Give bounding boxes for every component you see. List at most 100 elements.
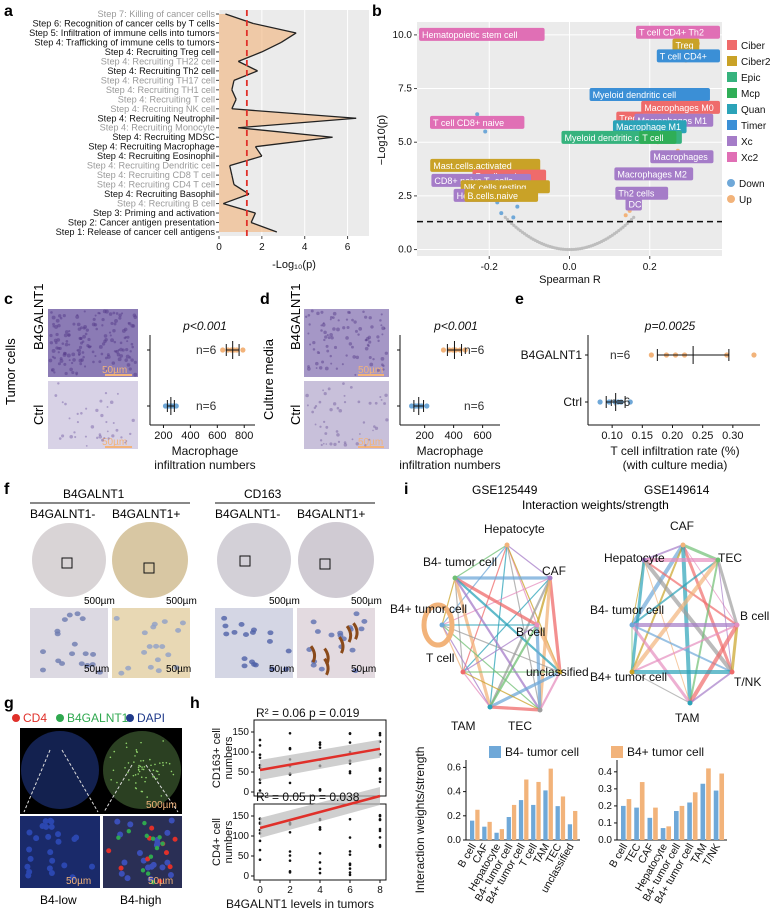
b-label-text: B.cells.naive bbox=[467, 191, 518, 201]
g-dapi-nucleus bbox=[121, 859, 128, 866]
h-point bbox=[288, 731, 292, 735]
c-ctrl-speck bbox=[64, 402, 67, 406]
g-dapi-nucleus bbox=[150, 861, 157, 868]
f-nucleus bbox=[118, 670, 125, 676]
dot-p-value: p<0.001 bbox=[182, 319, 227, 333]
h-point bbox=[348, 836, 352, 839]
i-net2-edge bbox=[643, 559, 738, 626]
a-category-label: Step 4: Recruiting Basophil bbox=[104, 189, 215, 199]
c-stain-speck bbox=[130, 323, 135, 328]
b-label-text: Th2 cells bbox=[618, 189, 655, 199]
c-stain-speck bbox=[76, 314, 79, 317]
g-dapi-nucleus bbox=[136, 850, 143, 857]
c-ctrl-stain-image bbox=[48, 381, 138, 449]
dot-n-label: n=6 bbox=[464, 399, 485, 413]
c-stain-speck bbox=[126, 340, 129, 343]
b-label-text: T cell CD8+ naive bbox=[433, 118, 504, 128]
i-net1-edge bbox=[506, 544, 541, 711]
g-dapi-nucleus bbox=[49, 857, 56, 864]
c-stain-speck bbox=[91, 350, 95, 354]
i-bar-y-tick-label: 0.3 bbox=[598, 784, 612, 795]
i-net2-node bbox=[715, 557, 721, 563]
g-overview-speck bbox=[162, 740, 164, 742]
d-stain-speck bbox=[380, 324, 383, 327]
f-nucleus bbox=[310, 619, 317, 625]
d-row-label: Culture media bbox=[261, 338, 276, 420]
f-scale-500-2: 500µm bbox=[166, 596, 197, 607]
b-legend-swatch bbox=[727, 120, 737, 130]
dot-point bbox=[648, 352, 654, 358]
dot-point bbox=[408, 403, 415, 409]
f-zoom-image-4 bbox=[297, 608, 375, 678]
f-nucleus bbox=[165, 652, 172, 658]
panel-label-h: h bbox=[190, 695, 200, 712]
f-nucleus bbox=[221, 615, 228, 621]
g-overview-speck bbox=[137, 766, 140, 769]
c-ctrl-speck bbox=[104, 391, 108, 395]
c-stain-speck bbox=[71, 370, 75, 375]
d-ctrl-speck bbox=[373, 425, 376, 428]
i-net2-edge bbox=[730, 624, 739, 673]
f-left-pos-label: B4GALNT1+ bbox=[112, 507, 180, 521]
g-overview-speck bbox=[152, 769, 155, 772]
b-label-text: NK.cells.resting bbox=[464, 182, 527, 192]
i-net2-edge bbox=[631, 624, 738, 673]
g-dapi-nucleus bbox=[26, 829, 33, 836]
h-fit-line bbox=[259, 794, 381, 830]
i-net1-edge bbox=[441, 624, 541, 711]
a-category-label: Step 4: Recruiting NK cell bbox=[110, 104, 215, 114]
a-category-label: Step 4: Recruiting Macrophage bbox=[88, 142, 215, 152]
d-stain-speck bbox=[321, 323, 326, 327]
b-nonsig-point bbox=[510, 221, 514, 226]
d-stain-speck bbox=[324, 335, 328, 339]
c-stain-speck bbox=[130, 342, 134, 346]
g-b4-cell bbox=[150, 836, 156, 841]
i-net1-edge bbox=[489, 670, 561, 709]
c-stain-speck bbox=[85, 328, 89, 332]
i-bar-b4neg bbox=[518, 800, 524, 840]
h-point bbox=[348, 850, 352, 853]
b-legend-down-dot bbox=[727, 179, 735, 187]
f-nucleus bbox=[352, 668, 359, 674]
h-point bbox=[318, 852, 322, 855]
i-net2-node bbox=[729, 669, 735, 675]
a-line-segment bbox=[238, 127, 333, 138]
g-b4galnt1-label: B4GALNT1 bbox=[67, 711, 129, 725]
i-net1-label: B4- tumor cell bbox=[423, 555, 497, 569]
g-overview-speck bbox=[168, 762, 171, 765]
c-ctrl-speck bbox=[116, 392, 119, 395]
a-area bbox=[219, 14, 357, 232]
c-stain-speck bbox=[78, 358, 83, 363]
g-dapi-nucleus bbox=[46, 865, 53, 872]
h-y-tick-label: 100 bbox=[232, 747, 249, 758]
d-stain-speck bbox=[323, 338, 326, 342]
g-dapi-nucleus bbox=[48, 823, 55, 830]
c-scale-bar-1: 50µm bbox=[102, 365, 127, 376]
dot-n-label: n=6 bbox=[196, 399, 217, 413]
b-label-box bbox=[656, 49, 720, 63]
c-ctrl-speck bbox=[112, 422, 115, 425]
h-y-tick-label: 0 bbox=[243, 787, 249, 798]
g-scale-50-2: 50µm bbox=[148, 876, 173, 887]
f-tissue-core-1 bbox=[32, 523, 106, 597]
b-nonsig-point bbox=[625, 221, 629, 226]
i-legend-b4pos-swatch bbox=[611, 746, 623, 758]
c-ctrl-speck bbox=[84, 435, 87, 438]
f-nucleus bbox=[84, 663, 91, 668]
c-stain-speck bbox=[104, 309, 109, 314]
c-stain-speck bbox=[100, 352, 104, 356]
g-zoom-guide-1 bbox=[23, 749, 51, 813]
c-ctrl-speck bbox=[99, 399, 103, 403]
panel-g-immunofluorescence: CD4 B4GALNT1 DAPI 500µm 50µm 50µm B4-low… bbox=[12, 711, 182, 907]
a-line-segment bbox=[223, 202, 256, 214]
b-legend-up: Up bbox=[739, 195, 752, 206]
f-cd163-title: CD163 bbox=[244, 487, 282, 501]
panel-label-i: i bbox=[404, 481, 408, 498]
h-point bbox=[318, 741, 322, 744]
b-label-box bbox=[650, 150, 714, 164]
dot-p-value: p<0.001 bbox=[433, 319, 478, 333]
b-legend-swatch bbox=[727, 136, 737, 146]
i-bar-y-tick-label: 0.2 bbox=[598, 801, 612, 812]
d-stain-speck bbox=[376, 368, 380, 372]
